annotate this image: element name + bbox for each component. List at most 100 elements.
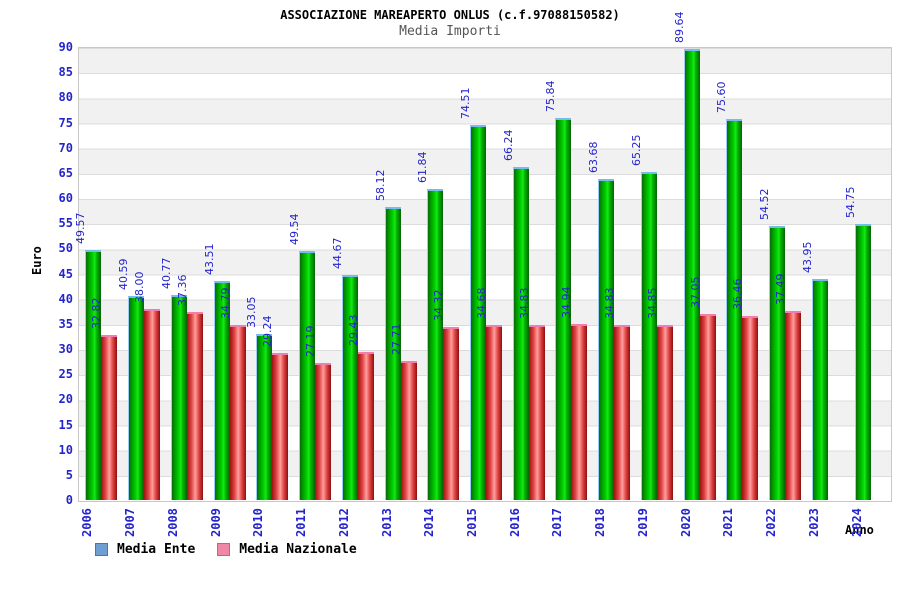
x-axis-title: Anno xyxy=(845,523,874,537)
x-tick-label-2007: 2007 xyxy=(123,508,138,537)
bar-media-ente-2007 xyxy=(128,295,145,500)
value-label-media-nazionale-2009: 34.79 xyxy=(218,287,232,319)
y-tick-label-60: 60 xyxy=(58,191,73,205)
y-tick-label-65: 65 xyxy=(58,165,73,180)
bar-media-nazionale-2015 xyxy=(486,325,502,500)
bar-media-nazionale-2017 xyxy=(571,324,588,500)
value-label-media-nazionale-2007: 38.00 xyxy=(133,271,147,303)
bar-media-ente-2010 xyxy=(256,333,273,500)
x-tick-label-2008: 2008 xyxy=(165,508,180,537)
y-tick-label-55: 55 xyxy=(58,216,73,231)
value-label-media-ente-2018: 63.68 xyxy=(587,141,601,174)
bar-media-nazionale-2021 xyxy=(742,316,759,500)
x-tick-label-2023: 2023 xyxy=(806,508,821,537)
value-label-media-ente-2009: 43.51 xyxy=(202,243,216,275)
bar-media-ente-2018 xyxy=(598,179,615,500)
value-label-media-nazionale-2011: 27.19 xyxy=(304,325,318,358)
chart-title: ASSOCIAZIONE MAREAPERTO ONLUS (c.f.97088… xyxy=(280,8,620,22)
x-tick-label-2017: 2017 xyxy=(550,508,565,537)
bar-media-nazionale-2013 xyxy=(400,360,417,500)
bar-media-ente-2022 xyxy=(769,225,786,500)
value-label-media-ente-2006: 49.57 xyxy=(74,212,88,245)
value-label-media-ente-2019: 65.25 xyxy=(629,134,643,166)
bar-media-nazionale-2016 xyxy=(528,324,545,500)
value-label-media-ente-2015: 74.51 xyxy=(459,87,472,119)
x-tick-label-2013: 2013 xyxy=(379,508,394,537)
bar-media-ente-2016 xyxy=(512,166,529,500)
bar-media-nazionale-2012 xyxy=(357,351,374,500)
y-tick-label-15: 15 xyxy=(58,417,73,432)
legend-label-media-ente: Media Ente xyxy=(117,542,196,557)
y-tick-label-20: 20 xyxy=(58,392,73,407)
y-tick-label-30: 30 xyxy=(58,342,73,356)
x-tick-label-2006: 2006 xyxy=(80,508,95,537)
bar-media-ente-2024 xyxy=(854,224,871,500)
x-tick-label-2019: 2019 xyxy=(635,508,650,537)
value-label-media-ente-2017: 75.84 xyxy=(544,80,558,113)
bar-media-nazionale-2006 xyxy=(101,334,118,500)
y-tick-label-5: 5 xyxy=(65,467,73,482)
x-tick-label-2012: 2012 xyxy=(336,508,351,537)
x-tick-label-2024: 2024 xyxy=(849,508,864,537)
value-label-media-ente-2007: 40.59 xyxy=(117,258,131,290)
bar-media-nazionale-2007 xyxy=(144,308,161,500)
x-tick-label-2009: 2009 xyxy=(208,508,223,537)
y-tick-label-10: 10 xyxy=(58,442,73,457)
value-label-media-ente-2012: 44.67 xyxy=(330,237,344,270)
value-label-media-ente-2013: 58.12 xyxy=(373,169,387,202)
bar-media-nazionale-2009 xyxy=(229,324,246,500)
x-tick-label-2018: 2018 xyxy=(593,508,608,537)
value-label-media-nazionale-2006: 32.82 xyxy=(90,297,104,329)
y-tick-label-40: 40 xyxy=(58,291,73,306)
bar-media-ente-2006 xyxy=(85,250,102,500)
y-tick-label-80: 80 xyxy=(58,90,73,105)
y-tick-label-75: 75 xyxy=(58,115,73,130)
bar-media-nazionale-2019 xyxy=(656,324,673,500)
y-tick-label-70: 70 xyxy=(58,140,73,155)
value-label-media-nazionale-2008: 37.36 xyxy=(175,274,189,306)
value-label-media-ente-2023: 43.95 xyxy=(800,241,814,273)
value-label-media-ente-2014: 61.84 xyxy=(416,151,430,183)
y-tick-label-0: 0 xyxy=(65,493,73,507)
bar-media-nazionale-2020 xyxy=(699,313,716,500)
bar-media-ente-2009 xyxy=(213,280,230,500)
y-tick-label-25: 25 xyxy=(58,367,73,382)
bar-media-ente-2014 xyxy=(427,188,444,500)
x-tick-label-2020: 2020 xyxy=(678,508,693,537)
bar-media-ente-2021 xyxy=(726,119,743,500)
value-label-media-nazionale-2013: 27.71 xyxy=(389,323,403,355)
x-tick-label-2011: 2011 xyxy=(294,508,309,537)
x-tick-label-2015: 2015 xyxy=(465,508,479,537)
x-tick-label-2014: 2014 xyxy=(422,508,437,537)
value-label-media-nazionale-2019: 34.85 xyxy=(645,287,659,319)
legend-swatch-media-nazionale xyxy=(217,543,231,556)
bar-media-nazionale-2008 xyxy=(186,311,203,500)
value-label-media-ente-2020: 89.64 xyxy=(672,11,686,43)
value-label-media-nazionale-2017: 34.94 xyxy=(560,286,574,319)
bar-media-ente-2019 xyxy=(640,171,657,500)
value-label-media-nazionale-2018: 34.83 xyxy=(603,287,617,319)
value-label-media-nazionale-2021: 36.46 xyxy=(731,278,745,311)
legend-swatch-media-ente xyxy=(95,543,108,556)
bar-media-ente-2013 xyxy=(384,207,401,500)
value-label-media-ente-2024: 54.75 xyxy=(843,186,857,219)
value-label-media-nazionale-2022: 37.49 xyxy=(774,273,788,306)
value-label-media-nazionale-2014: 34.32 xyxy=(432,289,446,322)
legend-item-media-ente: Media Ente xyxy=(95,542,195,557)
bar-media-nazionale-2010 xyxy=(272,352,289,500)
x-tick-label-2022: 2022 xyxy=(764,508,779,537)
bar-media-ente-2023 xyxy=(811,278,828,500)
value-label-media-ente-2008: 40.77 xyxy=(159,257,173,289)
value-label-media-ente-2021: 75.60 xyxy=(715,81,729,114)
value-label-media-ente-2022: 54.52 xyxy=(758,188,772,220)
bar-media-ente-2020 xyxy=(683,48,700,500)
bar-media-nazionale-2022 xyxy=(785,311,802,500)
y-tick-label-35: 35 xyxy=(58,316,73,331)
y-tick-label-50: 50 xyxy=(58,241,73,256)
legend-item-media-nazionale: Media Nazionale xyxy=(217,542,357,557)
y-tick-label-85: 85 xyxy=(58,65,73,80)
x-tick-label-2021: 2021 xyxy=(721,508,736,537)
bar-media-nazionale-2014 xyxy=(443,327,460,500)
value-label-media-nazionale-2012: 29.43 xyxy=(346,314,360,346)
